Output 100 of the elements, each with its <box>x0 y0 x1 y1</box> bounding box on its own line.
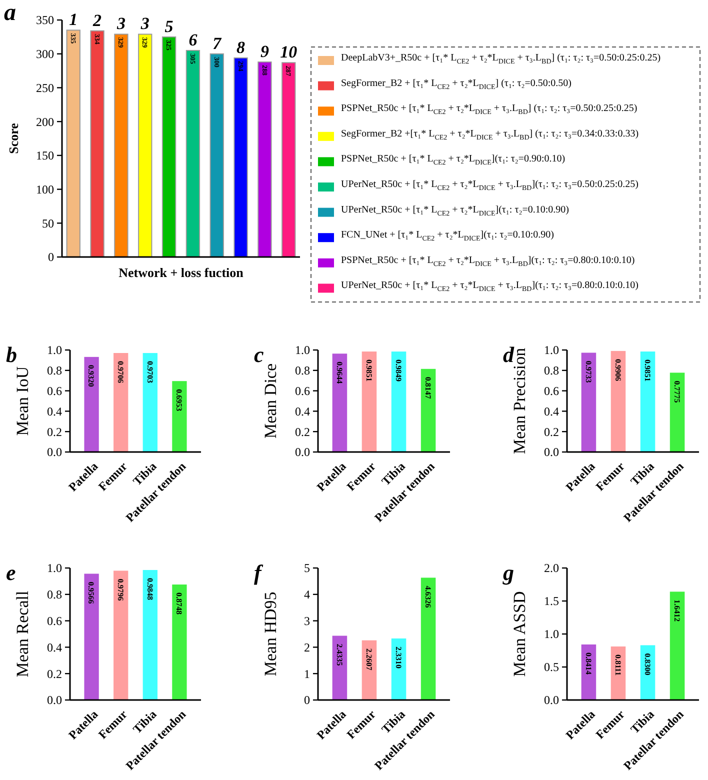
data-label: 0.8748 <box>174 592 184 615</box>
y-tick-label: 1.0 <box>47 343 62 358</box>
legend-label: SegFormer_B2 + [τ₁* L$_{CE2}$ + τ₂*L$_{DICE}$] (τ₁: τ₂=0.50:0.50) <box>341 78 572 91</box>
bar <box>581 352 596 452</box>
bar <box>172 584 187 700</box>
y-tick-label: 150 <box>36 148 54 163</box>
y-tick-label: 100 <box>36 182 54 196</box>
y-tick-label: 0.6 <box>295 384 310 398</box>
y-tick-label: 1 <box>304 666 310 681</box>
chart-title: f <box>254 560 264 585</box>
chart-title: e <box>6 560 16 585</box>
data-label: 0.9851 <box>364 360 374 382</box>
y-tick-label: 0.2 <box>295 424 310 439</box>
legend-label: PSPNet_R50c + [τ₁* L$_{CE2}$ + τ₂*L$_{DICE}$](τ₁: τ₂=0.90:0.10) <box>341 154 566 167</box>
data-label: 4.6326 <box>423 586 432 608</box>
legend-label: PSPNet_R50c + [τ₁* L$_{CE2}$ + τ₂*L$_{DICE}$ + τ₃.L$_{BD}$](τ₁: τ₂: τ₃=0.80:0.10:0.10) <box>341 254 635 268</box>
y-tick-label: 0 <box>304 693 310 708</box>
y-tick-label: 5 <box>304 561 310 576</box>
chart-title: b <box>6 342 17 367</box>
annotation: 8 <box>236 38 246 57</box>
legend-label: PSPNet_R50c + [τ₁* L$_{CE2}$ + τ₂*L$_{DICE}$ + τ₃.L$_{BD}$] (τ₁: τ₂: τ₃=0.50:0.25:0.25) <box>341 103 638 116</box>
data-label: 0.8111 <box>613 654 622 676</box>
data-label: 0.8300 <box>642 653 652 676</box>
y-tick-label: 0.5 <box>544 660 559 674</box>
data-label: 1.6412 <box>672 600 682 622</box>
bar <box>142 570 158 700</box>
chart-title: c <box>254 342 264 367</box>
data-label: 0.9566 <box>86 582 96 604</box>
y-tick-label: 0.2 <box>47 424 62 439</box>
y-tick-label: 1.0 <box>47 561 62 576</box>
annotation: 2 <box>92 10 102 30</box>
data-label: 0.9848 <box>145 578 154 600</box>
bar <box>142 353 158 452</box>
legend-label: UPerNet_R50c + [τ₁* L$_{CE2}$ + τ₂*L$_{DICE}$ + τ₃.L$_{BD}$](τ₁: τ₂: τ₃=0.80:0.10:0.10) <box>341 280 639 294</box>
y-tick-label: 0.4 <box>47 640 62 654</box>
y-tick-label: 200 <box>36 114 54 129</box>
y-tick-label: 0.6 <box>544 384 559 398</box>
y-tick-label: 1.5 <box>544 594 559 608</box>
bar <box>362 352 377 452</box>
chart-title: g <box>502 560 514 585</box>
annotation: 5 <box>164 16 174 36</box>
data-label: 0.9796 <box>116 578 126 601</box>
y-tick-label: 0.0 <box>544 693 559 708</box>
annotation: 9 <box>260 42 270 61</box>
y-tick-label: 0.8 <box>544 364 559 378</box>
y-tick-label: 0.4 <box>544 404 559 418</box>
y-tick-label: 0.0 <box>47 693 62 708</box>
y-tick-label: 2 <box>304 640 310 654</box>
y-axis-title: Score <box>6 122 21 154</box>
legend-label: FCN_UNet + [τ₁* L$_{CE2}$ + τ₂*L$_{DICE}$](τ₁: τ₂=0.10:0.90) <box>341 230 554 243</box>
y-tick-label: 1.0 <box>295 343 310 358</box>
y-axis-title: Mean HD95 <box>261 592 280 676</box>
bar <box>420 578 436 700</box>
legend-label: UPerNet_R50c + [τ₁* L$_{CE2}$ + τ₂*L$_{DICE}$ + τ₃.L$_{BD}$](τ₁: τ₂: τ₃=0.50:0.25:0.25) <box>341 179 639 192</box>
y-tick-label: 250 <box>36 80 54 95</box>
y-tick-label: 0.2 <box>544 424 559 439</box>
data-label: 0.7775 <box>672 380 682 403</box>
data-label: 0.6953 <box>174 389 184 412</box>
legend-label: SegFormer_B2 +[τ₁* L$_{CE2}$ + τ₂*L$_{DICE}$ + τ₃.L$_{BD}$] (τ₁: τ₂: τ₃=0.34:0.33:0.33) <box>341 128 639 142</box>
data-label: 0.9849 <box>394 360 403 382</box>
data-label: 0.9851 <box>642 360 652 382</box>
data-label: 0.8414 <box>584 652 593 674</box>
bar <box>114 353 128 452</box>
y-tick-label: 0 <box>48 250 54 264</box>
annotation: 10 <box>280 42 298 62</box>
data-label: 2.3310 <box>394 646 403 668</box>
data-label: 0.9706 <box>116 361 126 383</box>
bar <box>420 368 436 452</box>
data-label: 0.9644 <box>334 362 344 384</box>
y-tick-label: 0.0 <box>47 445 62 460</box>
annotation: 3 <box>116 14 126 34</box>
data-label: 2.4335 <box>334 644 344 666</box>
y-tick-label: 3 <box>304 614 310 628</box>
bar <box>84 356 99 452</box>
data-label: 0.9703 <box>145 361 154 384</box>
y-tick-label: 0.4 <box>295 404 310 418</box>
y-tick-label: 4 <box>304 588 310 602</box>
y-tick-label: 350 <box>36 13 54 28</box>
annotation: 7 <box>212 34 223 53</box>
bar <box>391 352 406 452</box>
data-label: 2.2607 <box>364 648 374 670</box>
y-tick-label: 0.8 <box>295 364 310 378</box>
y-axis-title: Mean Dice <box>261 363 280 439</box>
y-tick-label: 0.8 <box>47 588 62 602</box>
x-axis-title: Network + loss fuction <box>118 265 244 280</box>
annotation: 3 <box>140 14 150 34</box>
bar <box>172 381 187 452</box>
y-axis-title: Mean Recall <box>13 590 32 678</box>
y-tick-label: 0.8 <box>47 364 62 378</box>
y-axis-title: Mean IoU <box>13 366 32 436</box>
bar <box>670 592 685 700</box>
y-tick-label: 0.2 <box>47 666 62 681</box>
annotation: 6 <box>188 30 198 50</box>
legend-label: UPerNet_R50c + [τ₁* L$_{CE2}$ + τ₂*L$_{DICE}$](τ₁: τ₂=0.10:0.90) <box>341 204 569 218</box>
bar <box>610 350 626 452</box>
y-tick-label: 0.6 <box>47 384 62 398</box>
y-tick-label: 1.0 <box>544 343 559 358</box>
y-tick-label: 0.0 <box>544 445 559 460</box>
y-tick-label: 0.4 <box>47 404 62 418</box>
data-label: 0.9906 <box>613 358 622 381</box>
